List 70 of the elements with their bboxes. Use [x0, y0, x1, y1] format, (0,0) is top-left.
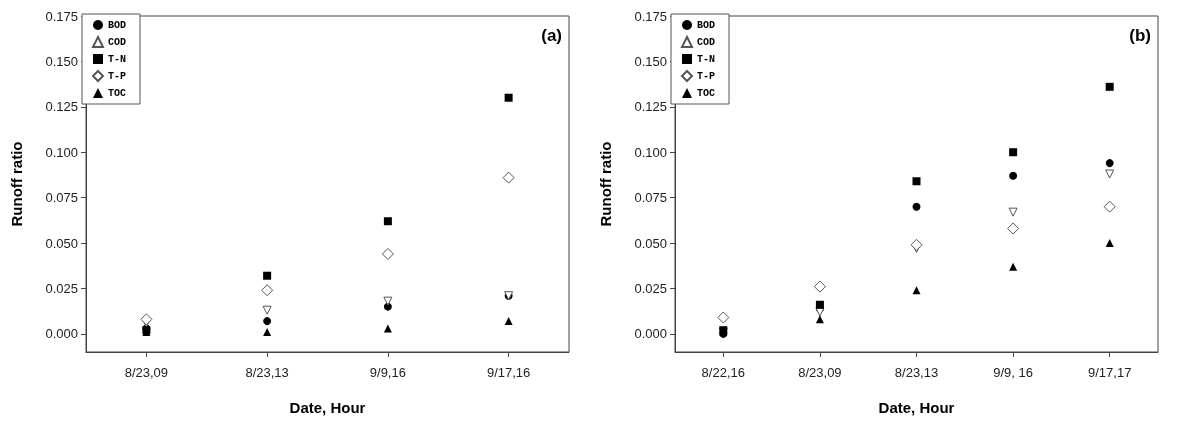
- x-tick-label: 8/23,13: [245, 365, 289, 380]
- x-tick-label: 8/23,09: [798, 365, 842, 380]
- legend-label: BOD: [697, 19, 716, 31]
- point: [1009, 148, 1018, 157]
- y-tick-label: 0.125: [634, 99, 667, 115]
- point: [1105, 82, 1114, 91]
- point: [912, 202, 921, 211]
- point: [717, 311, 730, 324]
- point: [261, 284, 274, 297]
- y-tick-label: 0.000: [634, 326, 667, 342]
- annotation: (b): [1129, 26, 1152, 45]
- point: [1008, 207, 1018, 217]
- point: [1009, 262, 1018, 271]
- annotation: (a): [541, 26, 562, 45]
- point: [1105, 169, 1115, 179]
- point: [383, 217, 392, 226]
- point: [383, 296, 393, 306]
- y-tick-label: 0.075: [634, 190, 667, 206]
- point: [1103, 200, 1116, 213]
- legend-label: COD: [697, 36, 716, 48]
- point: [813, 280, 826, 293]
- y-tick-label: 0.050: [634, 235, 667, 251]
- point: [263, 271, 272, 280]
- point: [262, 305, 272, 315]
- legend-label: T-P: [697, 70, 716, 82]
- y-tick-label: 0.050: [45, 235, 78, 251]
- point: [1009, 171, 1018, 180]
- point: [912, 286, 921, 295]
- legend-label: BOD: [108, 19, 127, 31]
- x-tick-label: 8/22,16: [701, 365, 745, 380]
- legend-label: T-N: [697, 53, 716, 65]
- x-tick-label: 9/17,17: [1088, 365, 1132, 380]
- point: [1105, 159, 1114, 168]
- point: [381, 247, 394, 260]
- y-tick-label: 0.175: [634, 8, 667, 24]
- point: [910, 238, 923, 251]
- x-axis-title: Date, Hour: [289, 399, 366, 416]
- y-axis-title: Runoff ratio: [8, 141, 25, 227]
- x-axis-title: Date, Hour: [878, 399, 955, 416]
- legend-label: T-P: [108, 70, 127, 82]
- point: [263, 328, 272, 337]
- y-tick-label: 0.125: [45, 99, 78, 115]
- x-tick-label: 9/17,16: [486, 365, 531, 380]
- point: [263, 317, 272, 326]
- point: [504, 93, 513, 102]
- y-tick-label: 0.025: [634, 280, 667, 296]
- x-tick-label: 9/9, 16: [993, 365, 1033, 380]
- legend-label: TOC: [108, 87, 127, 99]
- y-axis-title: Runoff ratio: [597, 141, 614, 227]
- legend-label: COD: [108, 36, 127, 48]
- legend-label: T-N: [108, 53, 127, 65]
- y-tick-label: 0.000: [45, 326, 78, 342]
- point: [1007, 222, 1020, 235]
- point: [502, 171, 515, 184]
- y-tick-label: 0.100: [634, 144, 667, 160]
- y-tick-label: 0.150: [634, 53, 667, 69]
- point: [815, 300, 824, 309]
- y-tick-label: 0.025: [45, 280, 78, 296]
- point: [1105, 239, 1114, 248]
- y-tick-label: 0.150: [45, 53, 78, 69]
- point: [912, 177, 921, 186]
- y-tick-label: 0.175: [45, 8, 78, 24]
- y-tick-label: 0.075: [45, 190, 78, 206]
- x-tick-label: 9/9,16: [369, 365, 406, 380]
- point: [140, 313, 153, 326]
- x-tick-label: 8/23,09: [124, 365, 169, 380]
- x-tick-label: 8/23,13: [894, 365, 939, 380]
- legend-label: TOC: [697, 87, 716, 99]
- point: [504, 317, 513, 326]
- y-tick-label: 0.100: [45, 144, 78, 160]
